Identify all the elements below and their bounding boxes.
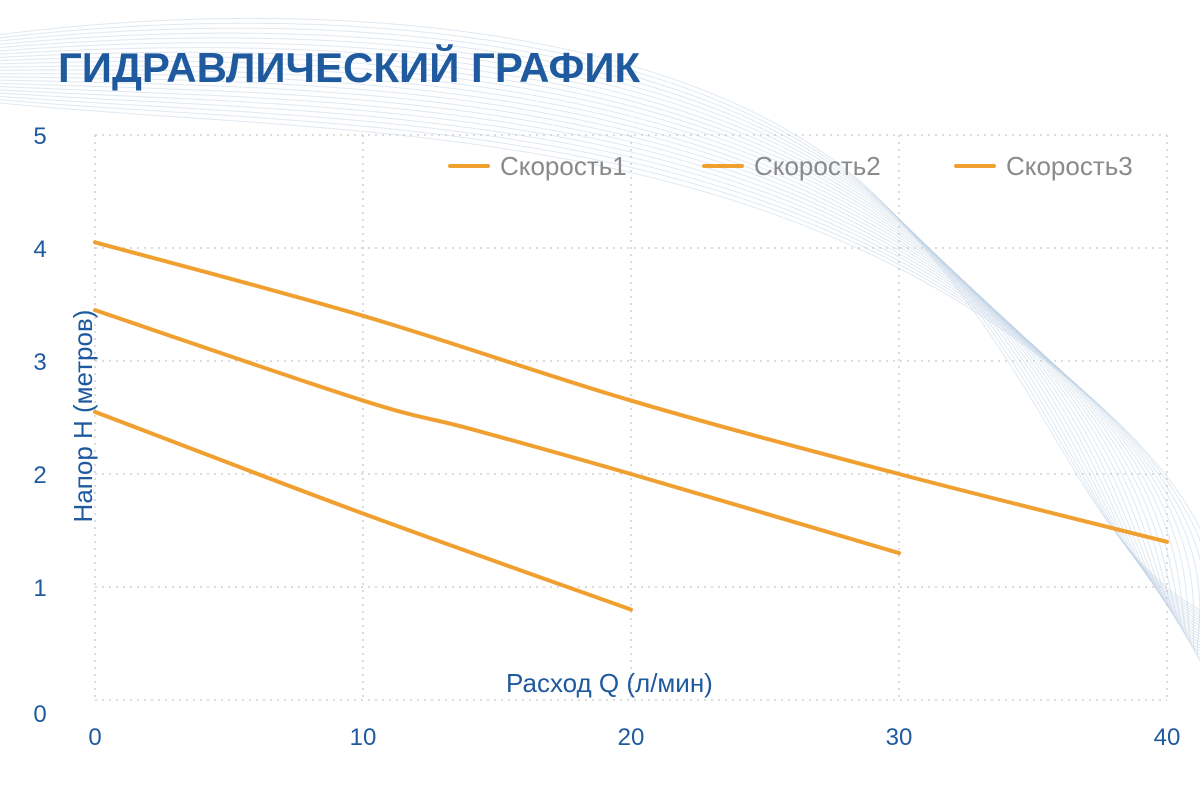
background-wave-line — [0, 92, 1200, 661]
y-axis-label: Напор Н (метров) — [68, 310, 98, 523]
y-tick-label: 3 — [33, 349, 46, 376]
chart-grid — [94, 134, 1168, 701]
background-wave-line — [0, 60, 1200, 635]
y-tick-label: 4 — [33, 236, 46, 263]
background-wave-line — [0, 37, 1200, 621]
background-wave-line — [0, 42, 1200, 624]
x-tick-label: 10 — [350, 724, 377, 751]
y-axis-ticks: 0 1 2 3 4 5 — [33, 123, 46, 728]
x-axis-label: Расход Q (л/мин) — [506, 668, 713, 698]
series-line-1 — [93, 240, 1169, 544]
background-wave-line — [0, 79, 1200, 649]
y-tick-label: 2 — [33, 462, 46, 489]
legend-label: Скорость2 — [754, 151, 881, 181]
background-wave-line — [0, 99, 1200, 543]
background-wave-line — [0, 27, 1200, 616]
series-line-2 — [93, 308, 901, 556]
background-wave-line — [0, 86, 1200, 655]
series-line-3 — [93, 409, 633, 612]
x-tick-label: 0 — [88, 724, 101, 751]
legend-label: Скорость3 — [1006, 151, 1133, 181]
chart-title: ГИДРАВЛИЧЕСКИЙ ГРАФИК — [58, 43, 641, 91]
background-wave-line — [0, 17, 1200, 611]
y-tick-label: 1 — [33, 575, 46, 602]
background-wave-line — [0, 73, 1200, 643]
background-wave-line — [0, 82, 1200, 652]
background-wave-line — [0, 69, 1200, 640]
series-lines — [93, 240, 1169, 612]
background-wave-line — [0, 95, 1200, 663]
x-axis-ticks: 0 10 20 30 40 — [88, 724, 1180, 751]
x-tick-label: 30 — [886, 724, 913, 751]
y-tick-label: 5 — [33, 123, 46, 150]
background-wave-line — [0, 47, 1200, 626]
background-wave-line — [0, 56, 1200, 632]
background-wave-line — [0, 65, 1200, 637]
background-wave-line — [0, 102, 1200, 530]
x-tick-label: 20 — [618, 724, 645, 751]
background-wave-line — [0, 89, 1200, 658]
legend: Скорость1 Скорость2 Скорость3 — [448, 151, 1133, 181]
background-wave-line — [0, 76, 1200, 646]
legend-label: Скорость1 — [500, 151, 627, 181]
y-tick-label: 0 — [33, 701, 46, 728]
background-wave-line — [0, 32, 1200, 619]
background-wave-decoration — [0, 17, 1200, 663]
x-tick-label: 40 — [1154, 724, 1181, 751]
background-wave-line — [0, 51, 1200, 629]
background-wave-line — [0, 22, 1200, 614]
